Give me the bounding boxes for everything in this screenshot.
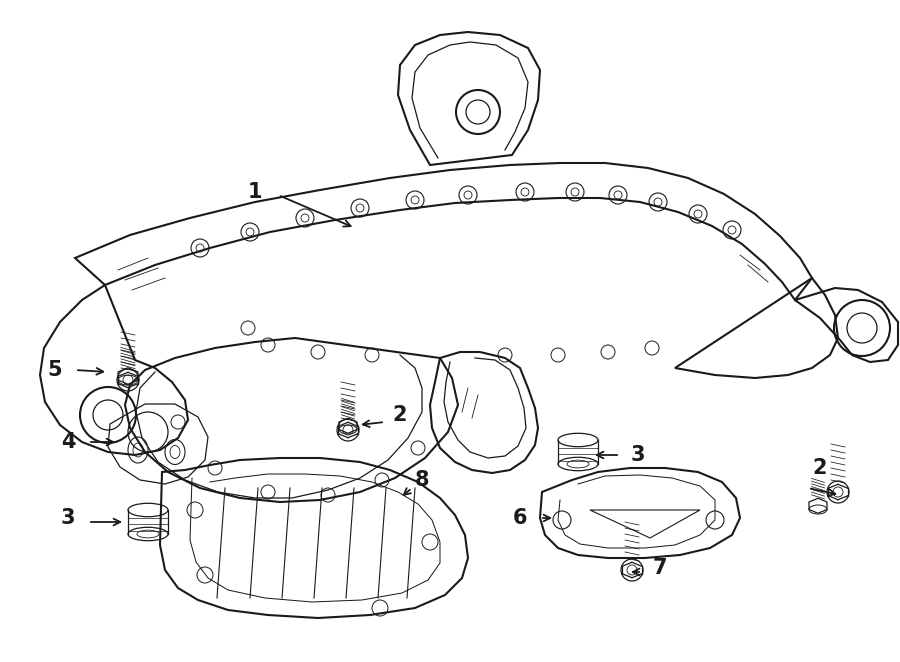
Text: 3: 3 — [61, 508, 76, 528]
Text: 7: 7 — [652, 558, 667, 578]
Text: 6: 6 — [513, 508, 527, 528]
Text: 4: 4 — [61, 432, 76, 452]
Text: 3: 3 — [631, 445, 645, 465]
Text: 2: 2 — [392, 405, 407, 425]
Text: 2: 2 — [813, 458, 827, 478]
Text: 1: 1 — [248, 182, 262, 202]
Text: 5: 5 — [48, 360, 62, 380]
Text: 8: 8 — [415, 470, 429, 490]
